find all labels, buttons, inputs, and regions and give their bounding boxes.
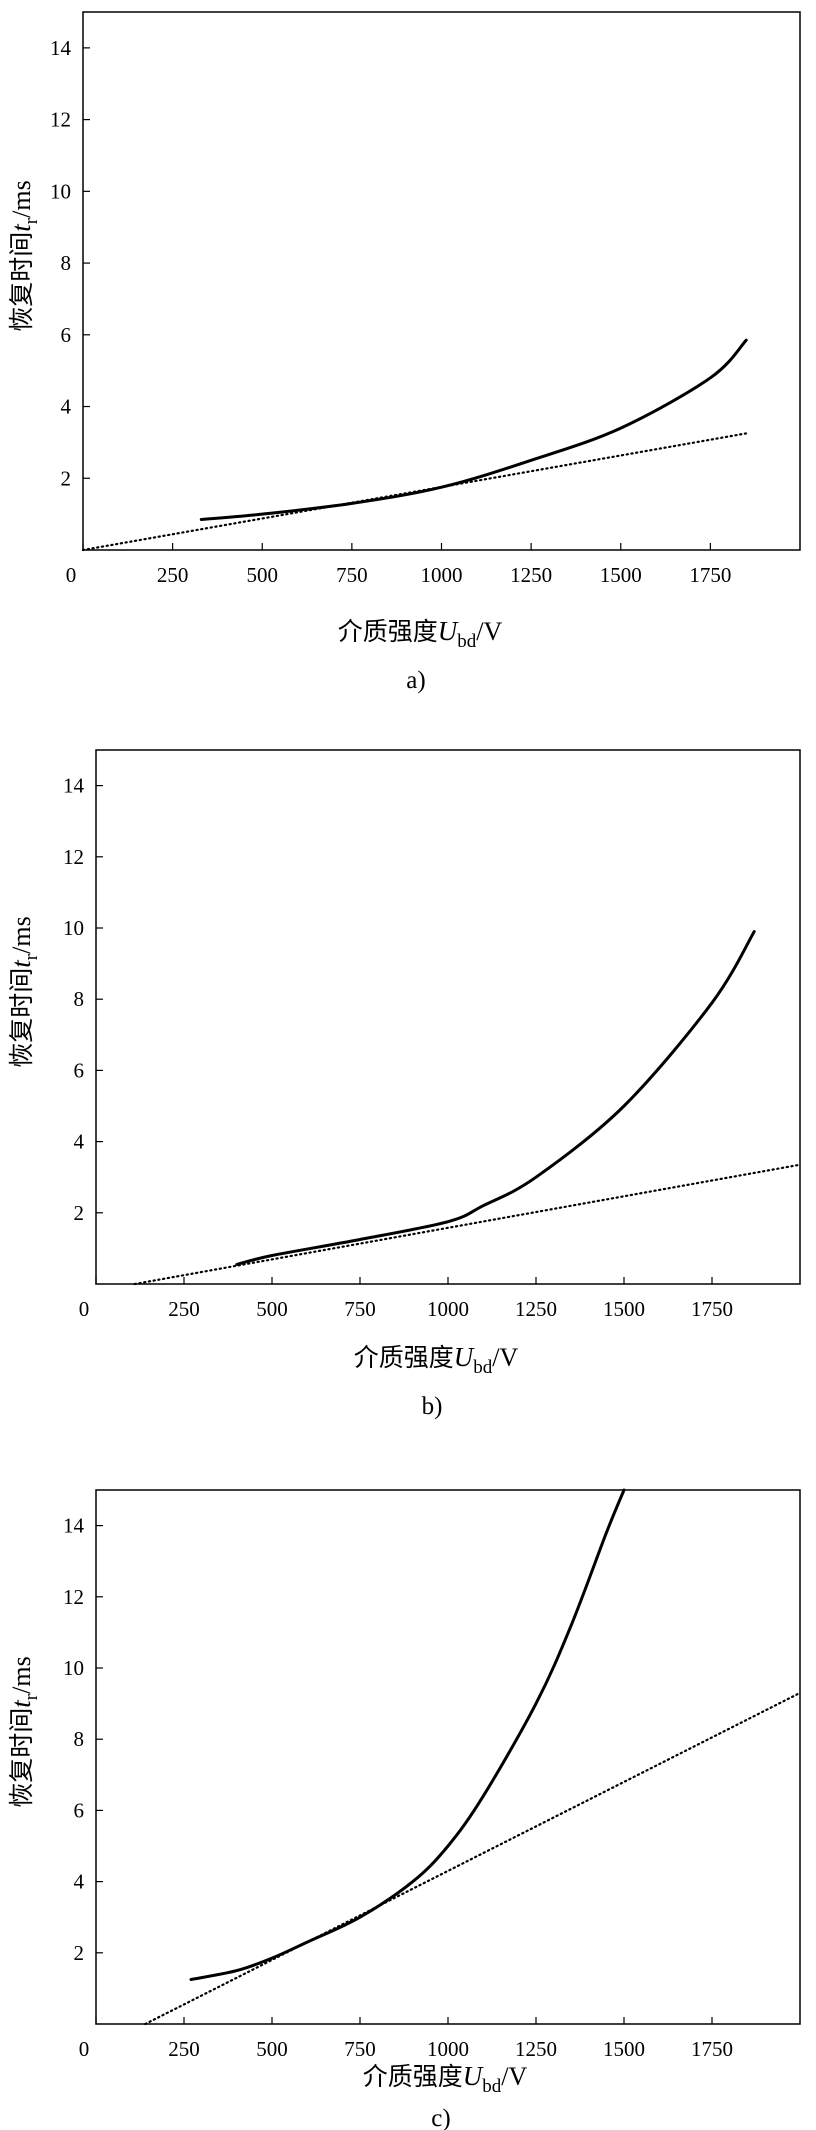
y-tick-label: 12 xyxy=(63,1585,84,1609)
chart-panel-1: 0 250 500 750 1000 1250 1500 1750 2 4 6 8 10 12 14 介质强度… xyxy=(6,11,801,694)
series-line-dotted xyxy=(133,1163,802,1286)
y-axis-label: 恢复时间tr/ms xyxy=(6,916,42,1067)
series-line-solid xyxy=(235,930,756,1266)
y-axis-label-sub: r xyxy=(21,217,42,224)
panel-caption: a) xyxy=(406,667,425,694)
x-axis-label-var: U xyxy=(438,616,459,646)
x-tick-label: 0 xyxy=(66,563,77,587)
x-axis-label-var: U xyxy=(454,1342,475,1372)
x-axis-label: 介质强度Ubd/V xyxy=(338,616,503,652)
x-tick-label: 750 xyxy=(344,2037,376,2061)
x-tick-label: 1000 xyxy=(421,563,463,587)
x-tick-label: 750 xyxy=(344,1297,376,1321)
x-tick-label: 1500 xyxy=(603,2037,645,2061)
y-axis-label-sub: r xyxy=(21,953,42,960)
y-tick-label: 8 xyxy=(74,1727,85,1751)
y-tick-label: 10 xyxy=(63,1656,84,1680)
y-tick-label: 6 xyxy=(74,1058,85,1082)
y-axis-label-unit: /ms xyxy=(7,1656,36,1694)
x-axis-label-prefix: 介质强度 xyxy=(363,2062,463,2091)
y-axis-label-unit: /ms xyxy=(7,916,36,954)
y-tick-label: 2 xyxy=(74,1941,85,1965)
y-tick-label: 14 xyxy=(63,774,85,798)
chart-panel-2: 0 250 500 750 1000 1250 1500 1750 2 4 6 8 10 12 14 介质强度… xyxy=(6,749,802,1420)
x-tick-label: 750 xyxy=(336,563,368,587)
y-tick-label: 14 xyxy=(63,1514,85,1538)
y-tick-label: 2 xyxy=(74,1201,85,1225)
y-axis-label-unit: /ms xyxy=(7,180,36,218)
y-axis-label-prefix: 恢复时间 xyxy=(7,968,36,1068)
x-axis-label: 介质强度Ubd/V xyxy=(363,2061,528,2097)
y-axis-label-var: t xyxy=(6,223,36,232)
x-tick-label: 1000 xyxy=(427,1297,469,1321)
x-tick-label: 1250 xyxy=(510,563,552,587)
x-axis-label-sub: bd xyxy=(482,2076,502,2097)
x-tick-label: 0 xyxy=(79,1297,90,1321)
series-line-solid xyxy=(199,338,748,521)
x-tick-label: 1000 xyxy=(427,2037,469,2061)
y-tick-label: 6 xyxy=(74,1798,85,1822)
x-axis-label-unit: /V xyxy=(492,1343,518,1372)
x-tick-label: 500 xyxy=(256,1297,288,1321)
y-tick-label: 12 xyxy=(63,845,84,869)
series-line-dotted xyxy=(144,1691,802,2026)
plot-frame xyxy=(82,11,801,551)
y-axis-label-prefix: 恢复时间 xyxy=(7,1708,36,1808)
x-axis-label-unit: /V xyxy=(501,2062,527,2091)
y-axis-label-prefix: 恢复时间 xyxy=(7,232,36,332)
y-tick-label: 6 xyxy=(61,323,72,347)
x-tick-label: 500 xyxy=(256,2037,288,2061)
x-tick-label: 250 xyxy=(157,563,189,587)
y-axis-label-var: t xyxy=(6,959,36,968)
x-tick-label: 1500 xyxy=(603,1297,645,1321)
x-tick-label: 250 xyxy=(168,1297,200,1321)
y-tick-label: 8 xyxy=(61,251,72,275)
series-line-dotted xyxy=(81,432,748,552)
x-tick-label: 1750 xyxy=(691,1297,733,1321)
x-axis-label-var: U xyxy=(463,2061,484,2091)
x-tick-label: 0 xyxy=(79,2037,90,2061)
x-axis-label: 介质强度Ubd/V xyxy=(354,1342,519,1378)
plot-frame xyxy=(95,749,801,1285)
chart-panel-3: 0 250 500 750 1000 1250 1500 1750 2 4 6 8 10 12 14 介质强度… xyxy=(6,1488,802,2130)
panel-caption: c) xyxy=(431,2105,450,2130)
y-tick-label: 12 xyxy=(50,108,71,132)
y-axis-label: 恢复时间tr/ms xyxy=(6,1656,42,1807)
x-tick-label: 1250 xyxy=(515,1297,557,1321)
x-tick-label: 1750 xyxy=(689,563,731,587)
y-tick-label: 2 xyxy=(61,466,72,490)
y-axis-label: 恢复时间tr/ms xyxy=(6,180,42,331)
x-tick-label: 1500 xyxy=(600,563,642,587)
y-tick-label: 10 xyxy=(63,916,84,940)
x-axis-label-unit: /V xyxy=(476,617,502,646)
y-axis-label-sub: r xyxy=(21,1693,42,1700)
y-tick-label: 4 xyxy=(74,1130,85,1154)
x-axis-label-sub: bd xyxy=(473,1357,493,1378)
y-tick-label: 4 xyxy=(61,395,72,419)
series-line-solid xyxy=(189,1488,626,1981)
y-tick-label: 4 xyxy=(74,1870,85,1894)
panel-caption: b) xyxy=(422,1393,443,1420)
y-tick-label: 14 xyxy=(50,36,72,60)
x-tick-label: 1250 xyxy=(515,2037,557,2061)
x-tick-label: 250 xyxy=(168,2037,200,2061)
x-tick-label: 1750 xyxy=(691,2037,733,2061)
plot-frame xyxy=(95,1489,801,2025)
y-axis-label-var: t xyxy=(6,1699,36,1708)
x-axis-label-prefix: 介质强度 xyxy=(354,1343,454,1372)
x-axis-label-prefix: 介质强度 xyxy=(338,617,438,646)
x-axis-label-sub: bd xyxy=(457,631,477,652)
x-tick-label: 500 xyxy=(247,563,279,587)
y-tick-label: 10 xyxy=(50,179,71,203)
y-tick-label: 8 xyxy=(74,987,85,1011)
